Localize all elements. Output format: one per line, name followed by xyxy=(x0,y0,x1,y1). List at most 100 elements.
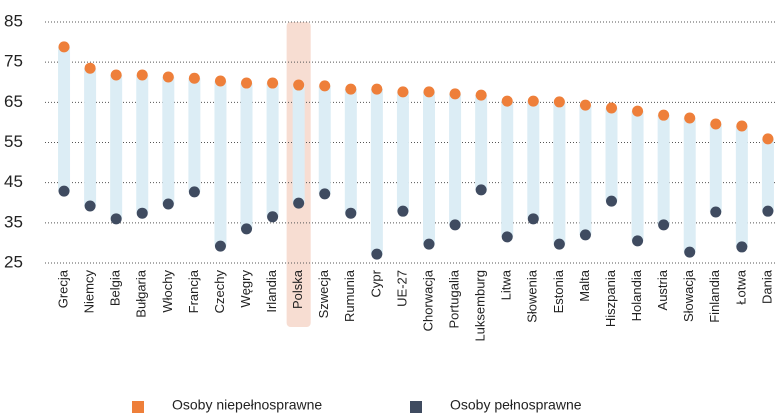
marker xyxy=(658,219,670,231)
marker xyxy=(345,83,357,95)
range-bar xyxy=(761,138,774,212)
marker xyxy=(345,207,357,219)
y-tick-label: 55 xyxy=(4,132,23,151)
marker xyxy=(58,185,70,197)
marker xyxy=(736,120,748,132)
marker xyxy=(110,213,122,225)
marker xyxy=(214,240,226,252)
marker xyxy=(579,229,591,241)
marker xyxy=(188,186,200,198)
x-tick-label: UE-27 xyxy=(394,270,409,307)
legend-label: Osoby pełnosprawne xyxy=(450,397,582,413)
range-bar xyxy=(709,124,722,212)
x-tick-label: Belgia xyxy=(108,269,123,306)
marker xyxy=(658,109,670,121)
legend-swatch xyxy=(132,401,144,413)
x-tick-label: Włochy xyxy=(160,270,175,313)
marker xyxy=(501,231,513,243)
marker xyxy=(397,86,409,98)
marker xyxy=(553,96,565,108)
x-tick-label: Hiszpania xyxy=(603,269,618,327)
marker xyxy=(736,241,748,253)
marker xyxy=(397,205,409,217)
range-bar xyxy=(214,81,227,247)
marker xyxy=(162,71,174,83)
range-bar xyxy=(266,83,279,217)
marker xyxy=(241,77,253,89)
range-bar xyxy=(84,68,97,206)
range-bar xyxy=(501,101,514,237)
range-bar xyxy=(162,77,175,204)
marker xyxy=(606,195,618,207)
range-bar xyxy=(475,95,488,190)
range-bar xyxy=(657,115,670,225)
range-bar xyxy=(318,85,331,194)
x-tick-label: Dania xyxy=(759,269,774,304)
range-bar xyxy=(110,75,123,219)
y-tick-label: 45 xyxy=(4,172,23,191)
x-tick-label: Finlandia xyxy=(707,269,722,323)
range-bar xyxy=(188,78,201,192)
y-tick-label: 75 xyxy=(4,52,23,71)
x-tick-label: Słowenia xyxy=(525,269,540,323)
marker xyxy=(553,238,565,250)
range-bar xyxy=(527,101,540,219)
x-tick-label: Bułgaria xyxy=(134,269,149,317)
marker xyxy=(214,75,226,87)
marker xyxy=(136,207,148,219)
range-bar xyxy=(292,85,305,204)
marker xyxy=(606,102,618,114)
y-tick-label: 65 xyxy=(4,92,23,111)
range-bar xyxy=(605,107,618,202)
x-tick-label: Portugalia xyxy=(447,269,462,328)
x-tick-label: Irlandia xyxy=(264,269,279,312)
marker xyxy=(684,246,696,258)
marker xyxy=(84,200,96,212)
marker xyxy=(475,184,487,196)
marker xyxy=(267,211,279,223)
x-tick-label: Holandia xyxy=(629,269,644,321)
x-tick-label: Polska xyxy=(290,269,305,309)
x-tick-label: Malta xyxy=(577,269,592,302)
marker xyxy=(527,213,539,225)
marker xyxy=(632,105,644,117)
range-bar xyxy=(449,93,462,225)
marker xyxy=(423,86,435,98)
marker xyxy=(293,79,305,91)
marker xyxy=(579,99,591,111)
x-tick-label: Słowacja xyxy=(681,269,696,322)
y-tick-label: 35 xyxy=(4,212,23,231)
marker xyxy=(84,62,96,74)
x-tick-label: Szwecja xyxy=(316,269,331,318)
x-tick-label: Francja xyxy=(186,269,201,313)
marker xyxy=(371,83,383,95)
x-tick-label: Niemcy xyxy=(82,270,97,314)
range-bar xyxy=(396,91,409,212)
marker xyxy=(188,72,200,84)
y-tick-label: 25 xyxy=(4,252,23,271)
marker xyxy=(58,41,70,53)
x-tick-label: Grecja xyxy=(55,269,70,308)
marker xyxy=(501,95,513,107)
marker xyxy=(527,95,539,107)
marker xyxy=(710,118,722,130)
marker xyxy=(449,88,461,100)
marker xyxy=(762,205,774,217)
marker xyxy=(110,69,122,81)
legend-label: Osoby niepełnosprawne xyxy=(172,397,322,413)
legend-swatch xyxy=(410,401,422,413)
range-bar xyxy=(136,75,149,214)
marker xyxy=(684,112,696,124)
marker xyxy=(162,198,174,210)
marker xyxy=(293,197,305,209)
x-tick-label: Węgry xyxy=(238,270,253,308)
range-bar xyxy=(240,83,253,229)
x-tick-label: Czechy xyxy=(212,270,227,314)
y-tick-label: 85 xyxy=(4,11,23,30)
marker xyxy=(136,69,148,81)
range-bar xyxy=(344,89,357,214)
range-bar xyxy=(370,89,383,255)
x-tick-label: Cypr xyxy=(368,269,383,297)
x-tick-label: Rumunia xyxy=(342,269,357,322)
